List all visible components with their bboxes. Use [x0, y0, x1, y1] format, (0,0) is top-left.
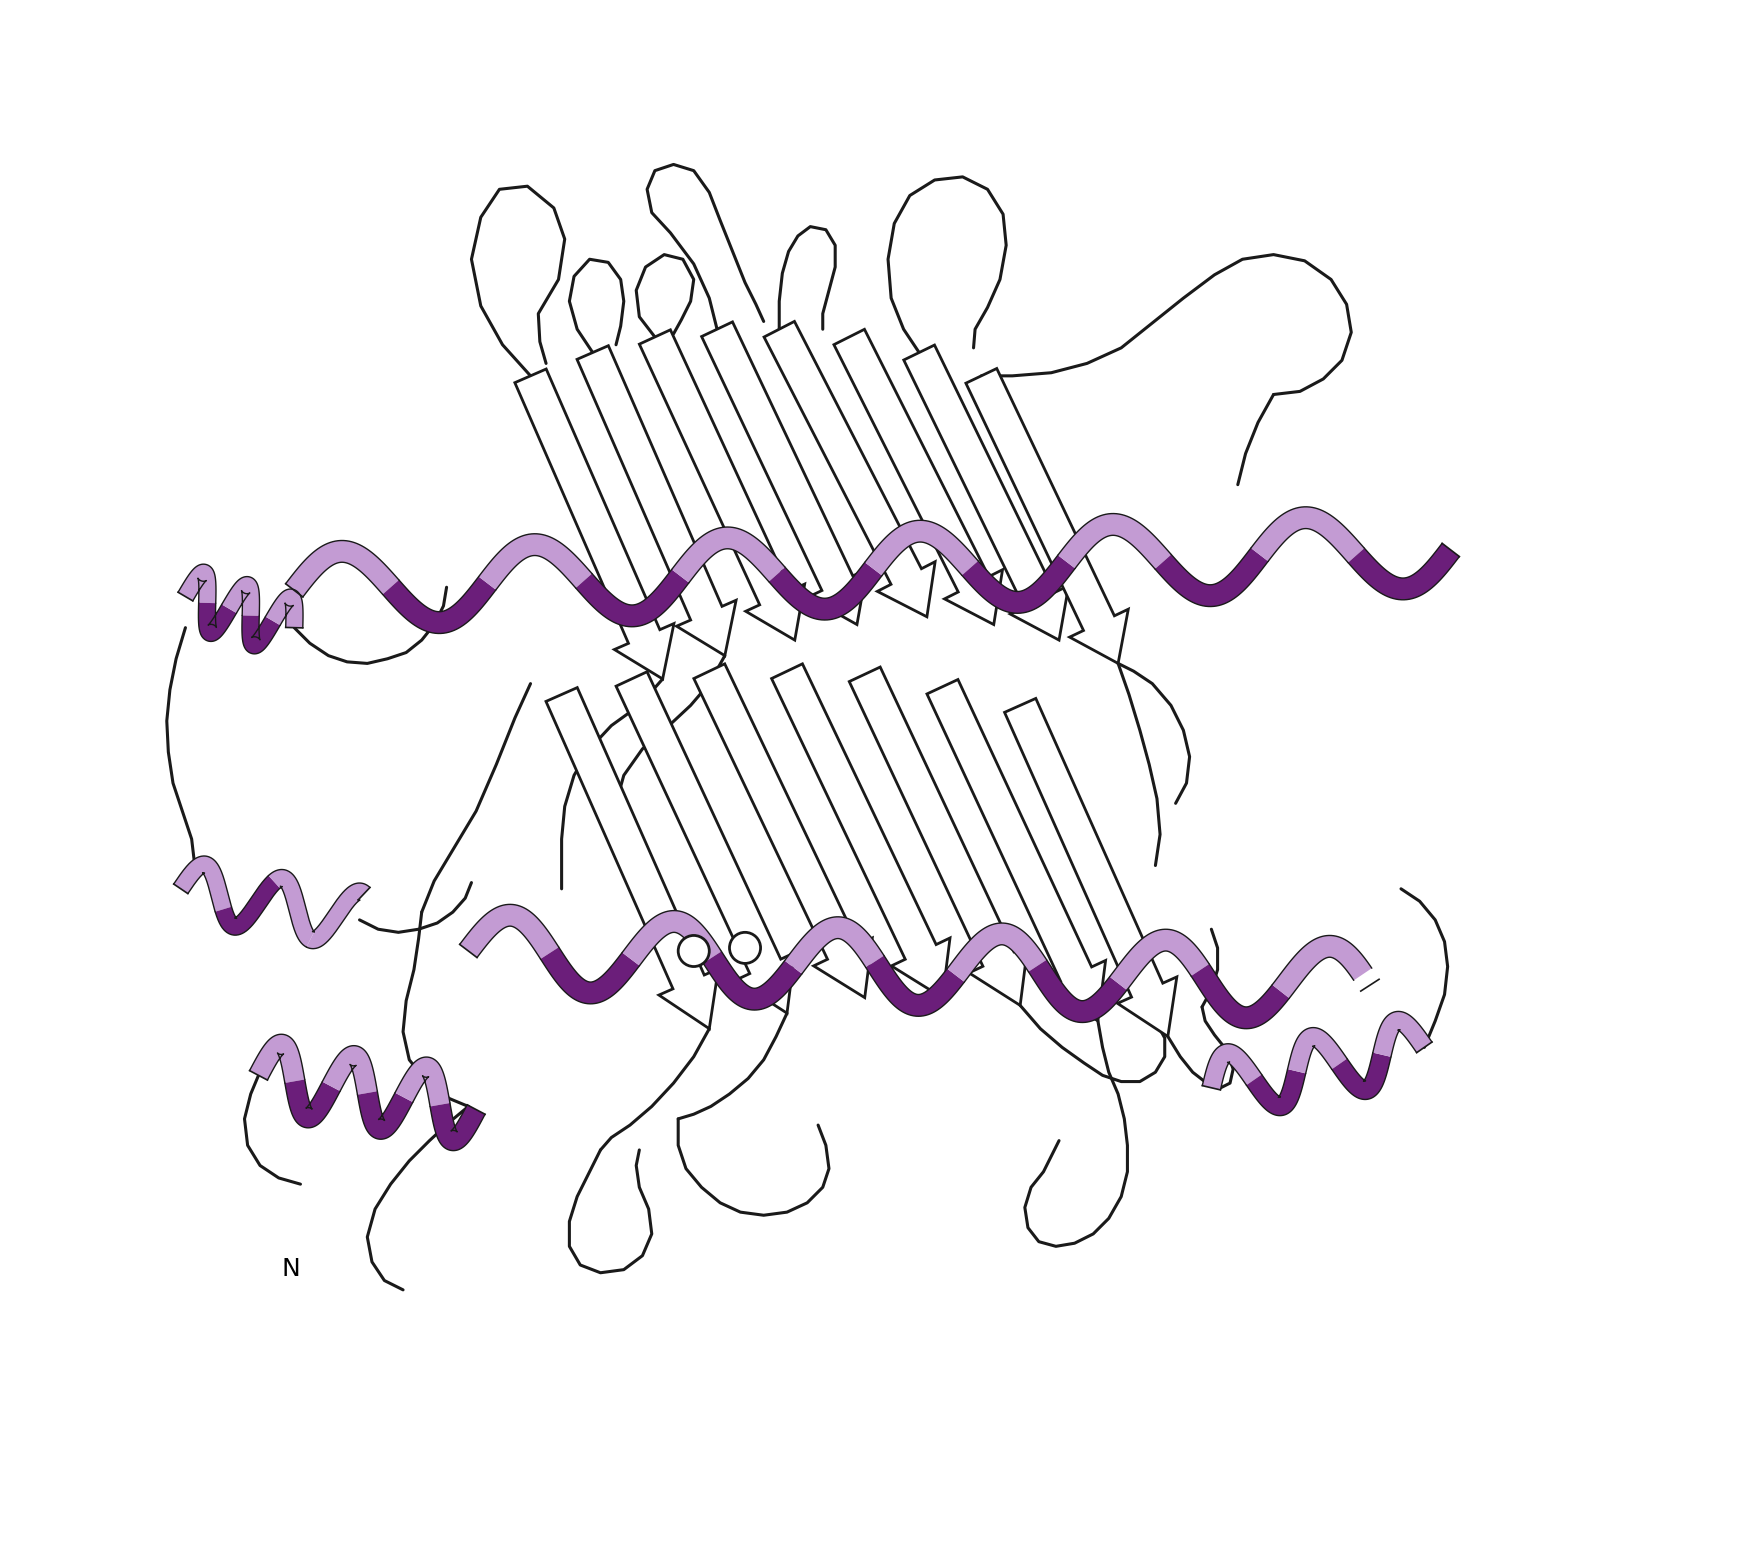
Polygon shape	[1331, 1053, 1391, 1100]
Polygon shape	[243, 616, 281, 654]
Polygon shape	[1349, 543, 1459, 599]
Polygon shape	[265, 590, 304, 627]
Polygon shape	[1110, 930, 1209, 991]
Polygon shape	[764, 321, 935, 616]
Polygon shape	[672, 527, 785, 583]
Polygon shape	[639, 329, 804, 640]
Polygon shape	[515, 370, 674, 679]
Polygon shape	[904, 345, 1068, 640]
Polygon shape	[1246, 1069, 1305, 1115]
Polygon shape	[394, 1058, 450, 1106]
Polygon shape	[1005, 699, 1176, 1036]
Polygon shape	[1251, 507, 1365, 563]
Polygon shape	[771, 665, 949, 998]
Polygon shape	[1288, 1028, 1347, 1073]
Polygon shape	[695, 665, 872, 998]
Polygon shape	[323, 1045, 377, 1095]
Polygon shape	[199, 602, 237, 641]
Polygon shape	[834, 329, 1003, 624]
Polygon shape	[703, 952, 803, 1009]
Polygon shape	[178, 565, 216, 604]
Polygon shape	[174, 856, 232, 911]
Text: N: N	[281, 1256, 300, 1281]
Polygon shape	[967, 368, 1129, 663]
Polygon shape	[623, 911, 721, 966]
Polygon shape	[1057, 513, 1171, 569]
Polygon shape	[546, 688, 719, 1028]
Polygon shape	[1272, 936, 1372, 998]
Polygon shape	[269, 869, 314, 947]
Polygon shape	[1192, 964, 1290, 1028]
Polygon shape	[478, 534, 592, 590]
Polygon shape	[382, 577, 496, 633]
Polygon shape	[307, 883, 370, 948]
Polygon shape	[961, 555, 1075, 613]
Polygon shape	[222, 577, 260, 616]
Polygon shape	[1028, 959, 1127, 1022]
Polygon shape	[948, 924, 1047, 981]
Polygon shape	[284, 1080, 340, 1128]
Polygon shape	[429, 1103, 485, 1151]
Polygon shape	[578, 346, 736, 655]
Polygon shape	[866, 956, 965, 1016]
Polygon shape	[576, 569, 689, 627]
Polygon shape	[358, 1092, 414, 1139]
Polygon shape	[215, 875, 279, 934]
Circle shape	[729, 933, 761, 964]
Polygon shape	[250, 1034, 305, 1083]
Circle shape	[679, 936, 708, 967]
Polygon shape	[1373, 1011, 1433, 1056]
Polygon shape	[286, 540, 400, 597]
Polygon shape	[701, 321, 867, 624]
Polygon shape	[785, 917, 885, 973]
Polygon shape	[459, 905, 558, 959]
Polygon shape	[850, 668, 1028, 1005]
Polygon shape	[541, 947, 639, 1003]
Polygon shape	[927, 680, 1106, 1020]
Polygon shape	[616, 672, 794, 1012]
Polygon shape	[770, 562, 881, 619]
Polygon shape	[1202, 1044, 1262, 1090]
Polygon shape	[1155, 548, 1269, 607]
Polygon shape	[866, 521, 979, 576]
